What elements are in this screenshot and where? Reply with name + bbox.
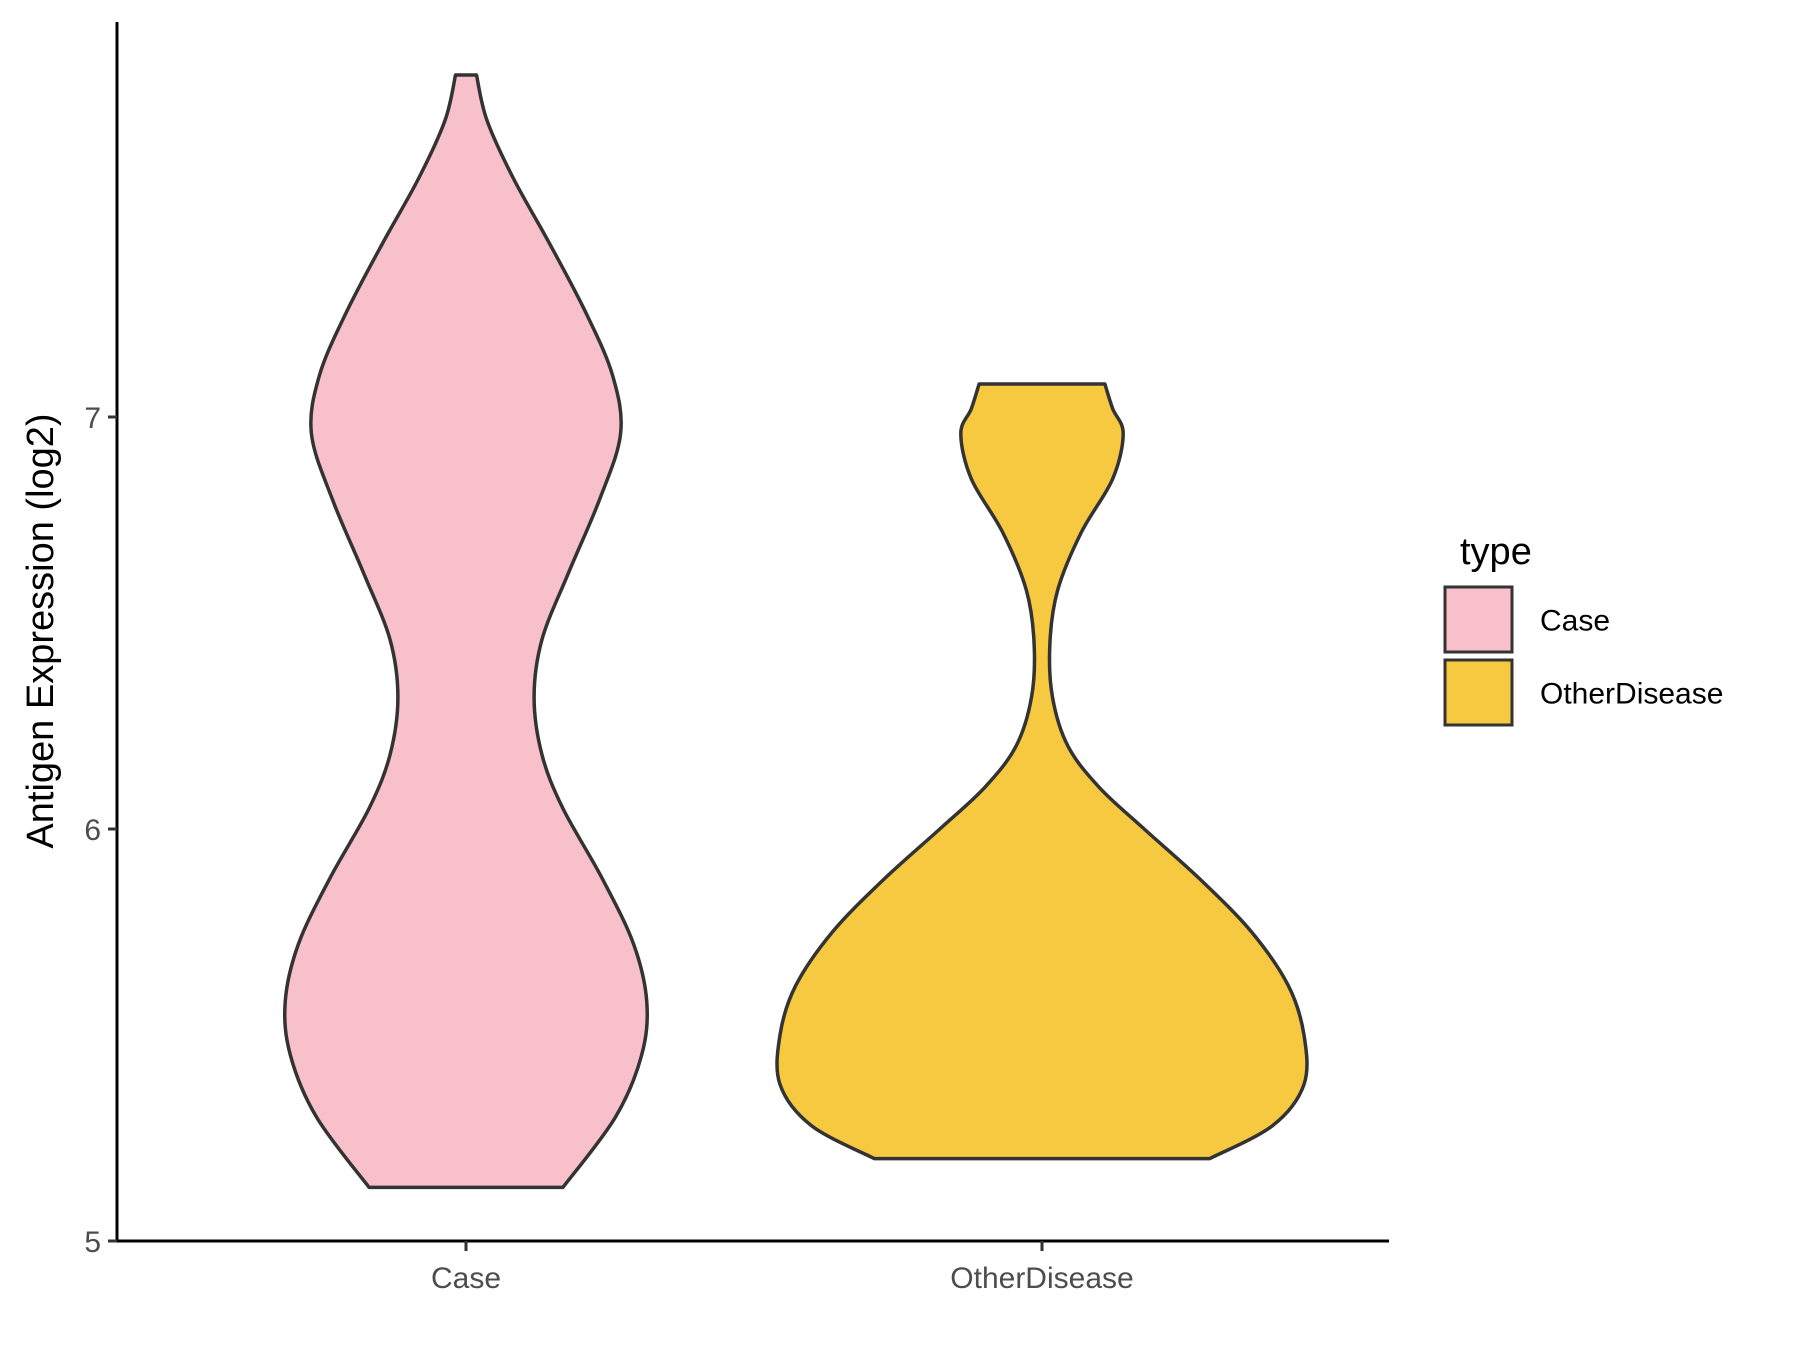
legend-title: type xyxy=(1460,531,1532,573)
x-tick-label: Case xyxy=(431,1262,501,1295)
axes: 5 6 7 Case OtherDisease xyxy=(84,22,1389,1295)
legend-label-case: Case xyxy=(1540,605,1610,638)
y-axis-title: Antigen Expression (log2) xyxy=(20,413,62,848)
y-tick-label: 6 xyxy=(84,814,101,847)
legend-label-otherdisease: OtherDisease xyxy=(1540,678,1723,711)
y-tick-label: 5 xyxy=(84,1226,101,1259)
violin-otherdisease xyxy=(775,382,1309,1161)
y-tick-label: 7 xyxy=(84,402,101,435)
legend-key-otherdisease xyxy=(1443,658,1514,727)
x-tick-label: OtherDisease xyxy=(950,1262,1133,1295)
legend: type Case OtherDisease xyxy=(1443,531,1723,727)
plot-area xyxy=(282,73,1309,1190)
violin-case xyxy=(282,73,650,1190)
legend-key-case xyxy=(1443,585,1514,654)
